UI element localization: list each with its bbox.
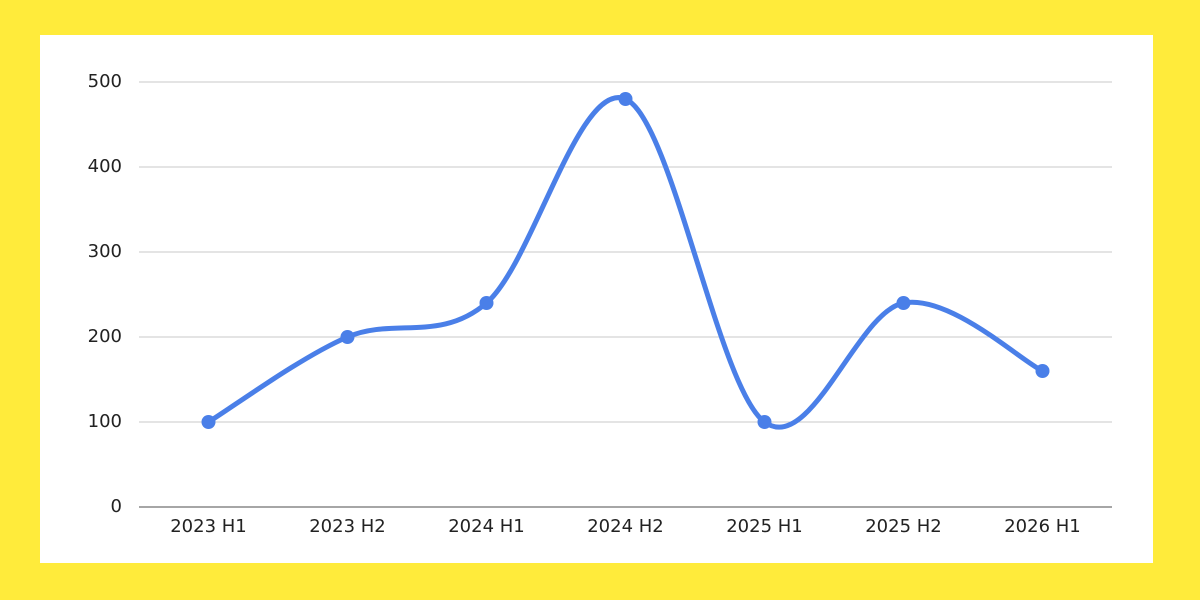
line xyxy=(206,95,1045,430)
x-tick-label: 2023 H2 xyxy=(309,516,386,537)
x-tick-label: 2023 H1 xyxy=(170,516,247,537)
y-tick-label: 0 xyxy=(111,496,122,517)
y-tick-label: 200 xyxy=(88,326,122,347)
point xyxy=(896,296,911,310)
chart-panel xyxy=(40,35,1153,563)
x-tick-label: 2024 H2 xyxy=(587,516,664,537)
point xyxy=(618,92,633,106)
y-tick-label: 400 xyxy=(88,156,122,177)
x-tick-label: 2026 H1 xyxy=(1004,516,1081,537)
y-tick-label: 100 xyxy=(88,411,122,432)
point xyxy=(1035,364,1050,378)
y-tick-label: 300 xyxy=(88,241,122,262)
x-tick-label: 2025 H2 xyxy=(865,516,942,537)
y-tick-label: 500 xyxy=(88,71,122,92)
point xyxy=(757,415,772,429)
x-tick-label: 2024 H1 xyxy=(448,516,525,537)
point xyxy=(201,415,216,429)
point xyxy=(479,296,494,310)
point xyxy=(340,330,355,344)
x-tick-label: 2025 H1 xyxy=(726,516,803,537)
